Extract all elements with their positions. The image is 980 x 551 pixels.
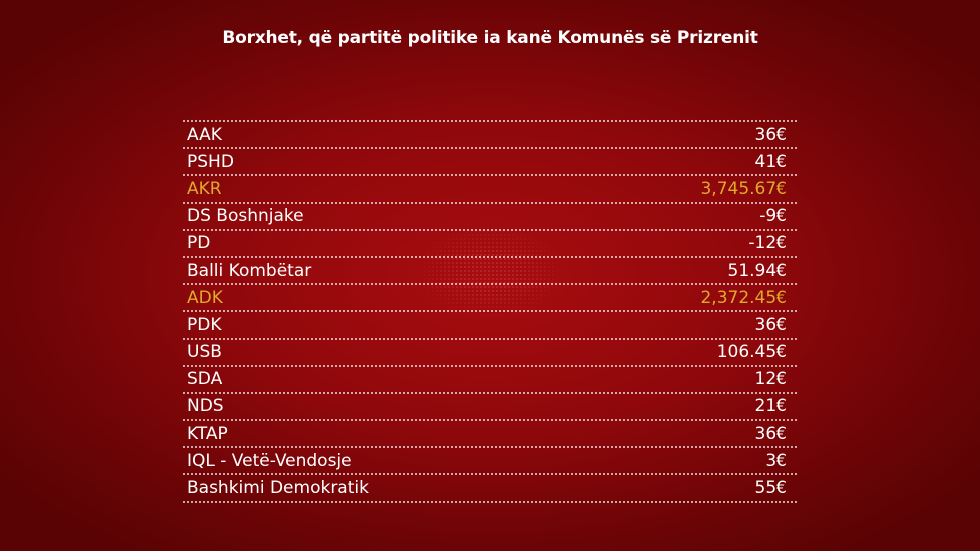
- table-row: USB 106.45€: [183, 340, 797, 367]
- debt-amount: 3,745.67€: [700, 178, 787, 199]
- table-row: ADK 2,372.45€: [183, 285, 797, 313]
- party-name: DS Boshnjake: [187, 206, 304, 227]
- party-name: PDK: [187, 314, 222, 335]
- party-name: IQL - Vetë-Vendosje: [187, 450, 352, 471]
- debt-amount: 106.45€: [716, 342, 787, 363]
- table-row: Bashkimi Demokratik 55€: [183, 475, 797, 503]
- debt-amount: -9€: [759, 206, 787, 227]
- debt-amount: 36€: [754, 124, 787, 145]
- debt-amount: 12€: [754, 369, 787, 390]
- table-row: Balli Kombëtar 51.94€: [183, 258, 797, 286]
- debt-amount: -12€: [748, 233, 787, 254]
- debt-amount: 36€: [754, 314, 787, 335]
- table-row: KTAP 36€: [183, 421, 797, 449]
- party-name: PD: [187, 233, 211, 254]
- table-row: SDA 12€: [183, 367, 797, 394]
- debt-amount: 3€: [765, 450, 787, 471]
- table-row: PSHD 41€: [183, 149, 797, 177]
- table-row: DS Boshnjake -9€: [183, 204, 797, 231]
- debt-amount: 2,372.45€: [700, 287, 787, 308]
- debt-amount: 55€: [754, 478, 787, 499]
- party-name: USB: [187, 342, 222, 363]
- table-row: PDK 36€: [183, 312, 797, 340]
- party-name: Balli Kombëtar: [187, 260, 312, 281]
- debt-amount: 21€: [754, 396, 787, 417]
- table-row: PD -12€: [183, 231, 797, 258]
- party-name: NDS: [187, 396, 224, 417]
- debt-table: AAK 36€ PSHD 41€ AKR 3,745.67€ DS Boshnjake -9€…: [183, 120, 797, 503]
- table-row: NDS 21€: [183, 394, 797, 422]
- party-name: PSHD: [187, 151, 234, 172]
- table-row: IQL - Vetë-Vendosje 3€: [183, 448, 797, 476]
- party-name: KTAP: [187, 423, 228, 444]
- party-name: SDA: [187, 369, 223, 390]
- party-name: AAK: [187, 124, 222, 145]
- table-row: AKR 3,745.67€: [183, 176, 797, 204]
- debt-amount: 51.94€: [727, 260, 787, 281]
- table-row: AAK 36€: [183, 122, 797, 150]
- party-name: Bashkimi Demokratik: [187, 478, 369, 499]
- chart-title: Borxhet, që partitë politike ia kanë Kom…: [222, 28, 758, 48]
- party-name: ADK: [187, 287, 223, 308]
- debt-amount: 36€: [754, 423, 787, 444]
- debt-amount: 41€: [754, 151, 787, 172]
- party-name: AKR: [187, 178, 222, 199]
